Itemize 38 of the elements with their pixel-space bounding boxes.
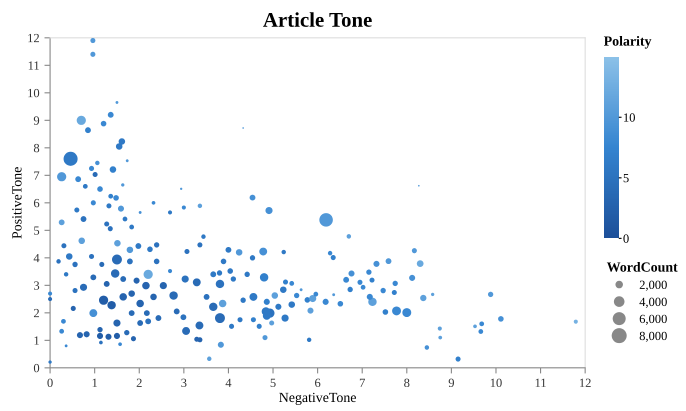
legend-title: WordCount [606,262,678,272]
legend-label: 8,000 [640,332,667,342]
legend-label: 6,000 [640,314,667,325]
x-tick-label: 10 [490,378,502,388]
y-tick-label: 10 [28,88,40,98]
color-bar-label: 5 [624,174,629,182]
chart-title: Article Tone [263,12,372,27]
y-tick-label: 7 [34,171,40,180]
y-tick-label: 6 [34,198,40,208]
y-tick-label: 9 [34,116,40,125]
x-tick-label: 2 [136,378,142,387]
x-tick-label: 1 [92,378,98,387]
x-tick-label: 8 [404,378,410,388]
y-axis-title: PositiveTone [12,167,22,239]
x-tick-label: 7 [360,378,365,387]
x-tick-label: 12 [580,378,591,387]
x-tick-label: 6 [315,378,320,388]
x-tick-label: 4 [226,378,232,387]
color-bar-label: 10 [624,113,635,122]
y-tick-label: 8 [34,144,40,152]
x-tick-label: 0 [47,378,53,388]
y-tick-label: 0 [34,364,40,372]
y-tick-label: 3 [34,281,40,290]
color-bar-title: Polarity [604,36,652,49]
x-tick-label: 9 [448,378,454,388]
y-tick-label: 4 [34,254,40,262]
legend-label: 2,000 [640,280,667,291]
color-bar-label: 0 [623,234,629,243]
y-tick-label: 5 [34,226,40,235]
x-tick-label: 3 [181,378,186,388]
y-tick-label: 12 [28,34,39,42]
x-tick-label: 11 [536,378,546,387]
y-tick-label: 1 [34,336,39,345]
x-tick-label: 5 [270,378,276,388]
y-tick-label: 2 [34,308,39,318]
x-axis-title: NegativeTone [279,392,356,405]
legend-label: 4,000 [639,298,667,308]
y-tick-label: 11 [28,61,39,70]
